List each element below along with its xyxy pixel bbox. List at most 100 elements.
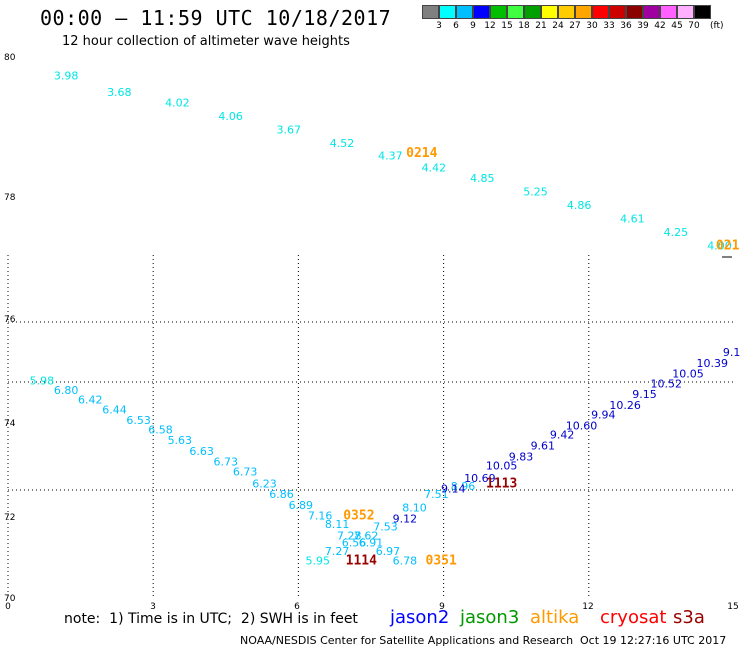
wave-height-value: 10.05 [486,459,518,472]
color-scale-label: 18 [518,21,530,31]
color-scale-labels: 3 6 9 12 15 18 21 24 27 30 33 36 39 42 45 70 [422,19,711,33]
wave-height-value: 4.61 [620,213,645,226]
wave-height-value: 6.78 [393,555,418,568]
color-scale-label: 39 [637,21,649,31]
color-swatches [422,5,711,19]
color-scale-bar: 3 6 9 12 15 18 21 24 27 30 33 36 39 42 45 70 [422,5,711,33]
wave-height-value: 4.37 [378,150,403,163]
pass-time-label: 0213 [716,239,740,254]
wave-height-value: 10.69 [464,472,496,485]
wave-height-value: 8.11 [325,518,350,531]
wave-height-value: 6.63 [189,445,214,458]
wave-height-value: 7.62 [354,530,379,543]
color-swatch [592,5,609,19]
color-scale-label: 12 [484,21,496,31]
color-swatch [507,5,524,19]
wave-height-value: 9.1 [723,346,740,359]
pass-time-label: 0351 [426,554,457,569]
wave-height-value: 10.05 [672,368,704,381]
color-scale-label: 9 [470,21,476,31]
wave-height-value: 6.86 [269,488,294,501]
wave-height-value: 9.12 [393,512,418,525]
x-tick-label: 12 [582,602,593,612]
y-tick-label: 74 [4,419,16,429]
y-tick-label: 78 [4,193,16,203]
wave-height-value: 3.68 [107,86,132,99]
wave-height-value: 6.56 [342,537,367,550]
page-subtitle: 12 hour collection of altimeter wave hei… [62,34,350,49]
wave-height-value: 6.58 [148,423,173,436]
legend-item-s3a: s3a [673,607,705,628]
wave-height-value: 6.91 [359,537,384,550]
wave-height-value: 4.85 [470,172,495,185]
legend-item-altika: altika [530,607,580,628]
wave-height-value: 7.53 [373,521,398,534]
wave-height-value: 6.23 [252,477,277,490]
color-scale-label: 42 [654,21,666,31]
wave-height-value: 9.15 [632,388,657,401]
color-swatch [558,5,575,19]
wave-height-value: 8.96 [451,480,476,493]
y-tick-label: 72 [4,513,15,523]
wave-height-value: 4.42 [422,161,447,174]
color-scale-label: 70 [688,21,700,31]
color-scale-label: 24 [552,21,564,31]
color-scale-label: 3 [436,21,442,31]
color-swatch [609,5,626,19]
y-tick-label: 80 [4,53,16,63]
wave-height-value: 5.95 [306,555,331,568]
legend-item-jason2: jason2 [390,607,450,628]
color-swatch [439,5,456,19]
wave-height-value: 10.52 [650,377,682,390]
color-swatch [694,5,711,19]
wave-height-value: 10.26 [609,399,641,412]
wave-height-value: 3.67 [276,124,301,137]
color-swatch [490,5,507,19]
color-scale-label: 6 [453,21,459,31]
color-scale-label: 15 [501,21,513,31]
wave-height-value: 9.42 [550,429,575,442]
color-scale-label: 27 [569,21,581,31]
color-scale-label: 45 [671,21,683,31]
wave-height-value: 6.80 [54,384,79,397]
color-scale-label: 30 [586,21,598,31]
color-scale-label: 33 [603,21,615,31]
color-swatch [473,5,490,19]
color-swatch [422,5,439,19]
legend-item-cryosat: cryosat [600,607,667,628]
pass-time-label: 1114 [346,554,377,569]
wave-height-value: 9.61 [531,440,556,453]
color-swatch [541,5,558,19]
wave-height-value: 9.14 [441,483,466,496]
wave-height-value: 7.51 [424,488,449,501]
map-grid [7,255,734,598]
page-title: 00:00 – 11:59 UTC 10/18/2017 [40,6,392,30]
wave-height-value: 7.16 [308,510,333,523]
wave-height-value: 7.28 [337,530,362,543]
pass-time-label: 1113 [486,476,517,491]
wave-height-value: 7.27 [325,545,350,558]
color-scale-unit: (ft) [710,21,724,31]
wave-height-value: 4.25 [664,226,689,239]
wave-height-value: 9.94 [591,409,616,422]
color-swatch [677,5,694,19]
wave-height-values: 3.98 3.68 4.02 4.06 3.67 4.52 4.37 4.42 4.85 5.25… [30,70,740,568]
wave-height-value: 6.44 [102,403,127,416]
wave-height-value: 6.53 [126,414,151,427]
axis-tick-labels: 0 3 6 9 12 15 80 78 76 74 72 70 [4,53,739,612]
wave-height-value: 10.39 [696,357,728,370]
color-scale-label: 21 [535,21,547,31]
pass-time-label: 0214 [406,146,437,161]
wave-height-value: 10.60 [566,420,598,433]
wave-height-value: 4.02 [165,97,190,110]
wave-height-value: 3.98 [54,70,79,83]
wave-height-value: 5.63 [168,434,193,447]
y-tick-label: 76 [4,315,16,325]
pass-time-label: 0352 [343,509,374,524]
color-swatch [524,5,541,19]
footer-note: note: 1) Time is in UTC; 2) SWH is in fe… [64,611,358,627]
wave-height-value: 5.98 [30,375,55,388]
x-tick-label: 3 [150,602,156,612]
wave-height-value: 9.83 [509,450,534,463]
